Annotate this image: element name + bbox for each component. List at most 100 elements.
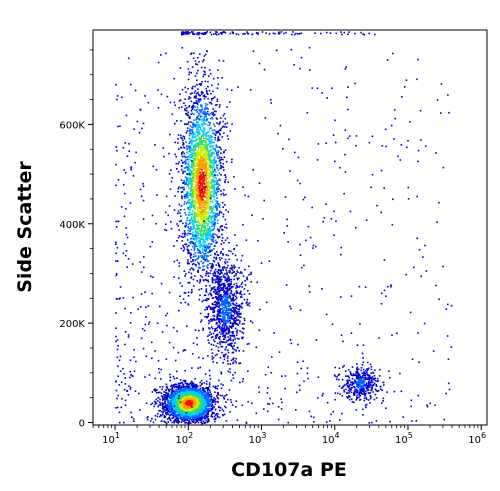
- event-dot: [206, 199, 209, 201]
- event-dot: [205, 112, 207, 114]
- event-dot: [215, 150, 217, 152]
- event-dot: [217, 139, 219, 142]
- event-dot: [197, 125, 200, 128]
- event-dot: [216, 104, 218, 106]
- event-dot: [198, 133, 201, 135]
- event-dot: [158, 409, 160, 412]
- event-dot: [197, 211, 199, 213]
- event-dot: [199, 388, 201, 391]
- event-dot: [212, 208, 214, 211]
- event-dot: [194, 157, 197, 159]
- event-dot: [212, 385, 215, 388]
- event-dot: [206, 50, 208, 52]
- event-dot: [193, 420, 195, 422]
- event-dot: [218, 178, 221, 181]
- event-dot: [202, 240, 205, 242]
- event-dot: [200, 182, 203, 184]
- event-dot: [218, 188, 221, 190]
- event-dot: [199, 242, 202, 244]
- event-dot: [178, 411, 180, 414]
- event-dot: [167, 394, 170, 397]
- event-dot: [222, 120, 224, 123]
- event-dot: [192, 268, 194, 270]
- event-dot: [195, 192, 197, 194]
- event-dot: [207, 121, 210, 123]
- event-dot: [184, 98, 186, 100]
- event-dot: [169, 411, 172, 413]
- event-dot: [192, 150, 195, 153]
- event-dot: [214, 391, 216, 393]
- event-dot: [174, 401, 177, 403]
- event-dot: [195, 400, 197, 403]
- event-dot: [194, 60, 197, 62]
- event-dot: [205, 415, 208, 418]
- event-dot: [197, 187, 200, 190]
- event-dot: [207, 275, 210, 277]
- event-dot: [211, 219, 213, 222]
- event-dot: [194, 174, 197, 177]
- event-dot: [194, 405, 197, 407]
- event-dot: [169, 373, 171, 376]
- event-dot: [189, 228, 191, 231]
- event-dot: [200, 196, 203, 198]
- event-dot: [215, 171, 217, 173]
- event-dot: [190, 260, 192, 263]
- event-dot: [177, 399, 180, 402]
- event-dot: [199, 194, 202, 196]
- event-dot: [186, 414, 188, 416]
- event-dot: [174, 397, 177, 400]
- event-dot: [212, 184, 215, 186]
- event-dot: [207, 189, 210, 191]
- event-dot: [203, 158, 205, 160]
- event-dot: [190, 172, 192, 175]
- event-dot: [220, 211, 223, 214]
- event-dot: [207, 196, 209, 198]
- event-dot: [220, 250, 222, 253]
- event-dot: [196, 197, 198, 200]
- event-dot: [212, 97, 215, 100]
- event-dot: [204, 390, 206, 393]
- event-dot: [201, 151, 204, 153]
- event-dot: [179, 282, 181, 284]
- event-dot: [186, 219, 188, 222]
- event-dot: [180, 215, 182, 217]
- event-dot: [187, 68, 190, 70]
- event-dot: [180, 421, 183, 423]
- event-dot: [184, 160, 187, 163]
- event-dot: [187, 168, 189, 171]
- event-dot: [205, 414, 208, 416]
- event-dot: [206, 401, 208, 404]
- event-dot: [197, 98, 199, 100]
- event-dot: [186, 217, 189, 219]
- event-dot: [166, 407, 169, 410]
- event-dot: [183, 233, 186, 236]
- event-dot: [217, 236, 220, 239]
- event-dot: [218, 106, 221, 108]
- event-dot: [177, 138, 179, 140]
- event-dot: [186, 109, 188, 112]
- event-dot: [200, 401, 202, 403]
- event-dot: [195, 145, 197, 148]
- event-dot: [197, 234, 200, 236]
- event-dot: [194, 259, 196, 262]
- event-dot: [204, 220, 206, 223]
- event-dot: [203, 183, 206, 185]
- event-dot: [205, 115, 207, 118]
- event-dot: [198, 244, 200, 247]
- event-dot: [208, 403, 211, 406]
- event-dot: [208, 182, 211, 185]
- event-dot: [183, 182, 186, 184]
- event-dot: [192, 125, 195, 127]
- event-dot: [190, 133, 193, 135]
- event-dot: [184, 388, 187, 390]
- event-dot: [224, 123, 227, 125]
- event-dot: [193, 207, 196, 209]
- event-dot: [209, 227, 211, 229]
- event-dot: [188, 177, 191, 179]
- event-dot: [180, 219, 183, 222]
- event-dot: [187, 78, 190, 81]
- event-dot: [216, 167, 219, 169]
- event-dot: [211, 194, 214, 197]
- event-dot: [192, 238, 195, 240]
- event-dot: [185, 395, 187, 398]
